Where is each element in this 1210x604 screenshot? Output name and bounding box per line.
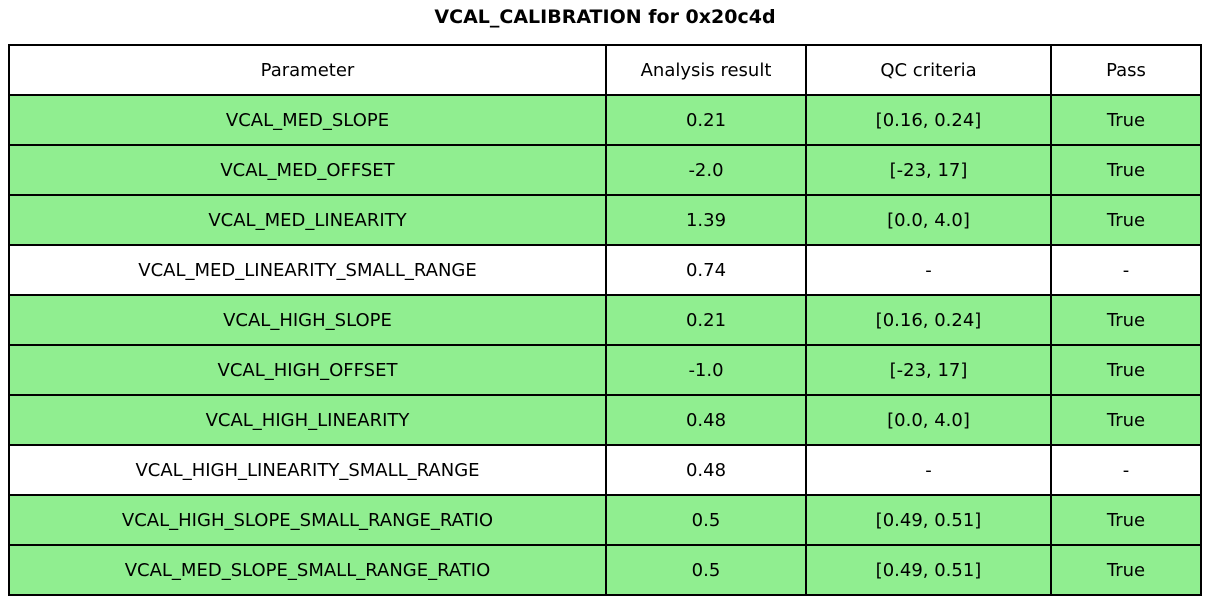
column-header: Pass	[1050, 44, 1202, 96]
result-cell: 0.21	[605, 94, 807, 146]
table-row: VCAL_MED_LINEARITY 1.39 [0.0, 4.0] True	[8, 194, 1202, 246]
param-cell: VCAL_HIGH_OFFSET	[8, 344, 607, 396]
table-row: VCAL_HIGH_OFFSET -1.0 [-23, 17] True	[8, 344, 1202, 396]
result-cell: 1.39	[605, 194, 807, 246]
qc-table: Parameter Analysis result QC criteria Pass …	[8, 44, 1202, 596]
criteria-cell: -	[805, 444, 1052, 496]
header-row: Parameter Analysis result QC criteria Pass	[8, 44, 1202, 96]
result-cell: 0.5	[605, 544, 807, 596]
param-cell: VCAL_HIGH_SLOPE	[8, 294, 607, 346]
pass-cell: True	[1050, 94, 1202, 146]
criteria-cell: [0.49, 0.51]	[805, 544, 1052, 596]
criteria-cell: [0.16, 0.24]	[805, 94, 1052, 146]
pass-cell: -	[1050, 244, 1202, 296]
param-cell: VCAL_HIGH_LINEARITY	[8, 394, 607, 446]
pass-cell: -	[1050, 444, 1202, 496]
pass-cell: True	[1050, 544, 1202, 596]
param-cell: VCAL_MED_LINEARITY_SMALL_RANGE	[8, 244, 607, 296]
criteria-cell: [0.16, 0.24]	[805, 294, 1052, 346]
result-cell: 0.48	[605, 394, 807, 446]
criteria-cell: [-23, 17]	[805, 344, 1052, 396]
result-cell: 0.21	[605, 294, 807, 346]
criteria-cell: -	[805, 244, 1052, 296]
table-row: VCAL_HIGH_LINEARITY_SMALL_RANGE 0.48- -	[8, 444, 1202, 496]
param-cell: VCAL_MED_SLOPE	[8, 94, 607, 146]
column-header: QC criteria	[805, 44, 1052, 96]
table-row: VCAL_MED_LINEARITY_SMALL_RANGE 0.74- -	[8, 244, 1202, 296]
result-cell: 0.48	[605, 444, 807, 496]
criteria-cell: [0.49, 0.51]	[805, 494, 1052, 546]
column-header: Parameter	[8, 44, 607, 96]
table-row: VCAL_MED_SLOPE_SMALL_RANGE_RATIO 0.5 [0.49…	[8, 544, 1202, 596]
pass-cell: True	[1050, 394, 1202, 446]
table-row: VCAL_HIGH_LINEARITY 0.48 [0.0, 4.0] True	[8, 394, 1202, 446]
table-body: VCAL_MED_SLOPE 0.21 [0.16, 0.24] True VCAL_M…	[8, 94, 1202, 596]
table-row: VCAL_MED_SLOPE 0.21 [0.16, 0.24] True	[8, 94, 1202, 146]
pass-cell: True	[1050, 494, 1202, 546]
criteria-cell: [0.0, 4.0]	[805, 394, 1052, 446]
result-cell: 0.74	[605, 244, 807, 296]
criteria-cell: [0.0, 4.0]	[805, 194, 1052, 246]
column-header: Analysis result	[605, 44, 807, 96]
page-title: VCAL_CALIBRATION for 0x20c4d	[434, 6, 776, 28]
table-row: VCAL_HIGH_SLOPE 0.21 [0.16, 0.24] True	[8, 294, 1202, 346]
pass-cell: True	[1050, 144, 1202, 196]
result-cell: -1.0	[605, 344, 807, 396]
result-cell: 0.5	[605, 494, 807, 546]
pass-cell: True	[1050, 294, 1202, 346]
param-cell: VCAL_HIGH_SLOPE_SMALL_RANGE_RATIO	[8, 494, 607, 546]
pass-cell: True	[1050, 344, 1202, 396]
param-cell: VCAL_MED_OFFSET	[8, 144, 607, 196]
criteria-cell: [-23, 17]	[805, 144, 1052, 196]
param-cell: VCAL_MED_SLOPE_SMALL_RANGE_RATIO	[8, 544, 607, 596]
result-cell: -2.0	[605, 144, 807, 196]
pass-cell: True	[1050, 194, 1202, 246]
table-row: VCAL_HIGH_SLOPE_SMALL_RANGE_RATIO 0.5 [0.4…	[8, 494, 1202, 546]
param-cell: VCAL_MED_LINEARITY	[8, 194, 607, 246]
table-row: VCAL_MED_OFFSET -2.0 [-23, 17] True	[8, 144, 1202, 196]
param-cell: VCAL_HIGH_LINEARITY_SMALL_RANGE	[8, 444, 607, 496]
